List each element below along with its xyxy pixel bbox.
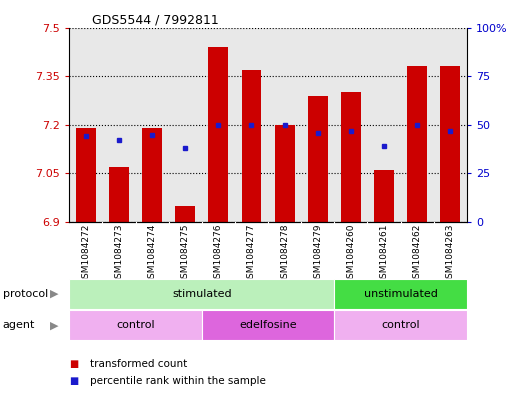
Bar <box>334 310 467 340</box>
Text: percentile rank within the sample: percentile rank within the sample <box>90 376 266 386</box>
Text: control: control <box>381 320 420 330</box>
Text: ▶: ▶ <box>50 320 59 331</box>
Bar <box>202 310 334 340</box>
Bar <box>341 92 361 222</box>
Bar <box>308 95 328 222</box>
Bar <box>407 66 427 222</box>
Text: control: control <box>116 320 155 330</box>
Bar <box>69 310 202 340</box>
Bar <box>374 170 394 222</box>
Text: agent: agent <box>3 320 35 331</box>
Text: ■: ■ <box>69 376 78 386</box>
Text: edelfosine: edelfosine <box>239 320 297 330</box>
Text: ■: ■ <box>69 358 78 369</box>
Bar <box>109 167 129 222</box>
Bar <box>274 125 294 222</box>
Text: GDS5544 / 7992811: GDS5544 / 7992811 <box>92 14 219 27</box>
Bar <box>175 206 195 222</box>
Bar <box>242 70 262 222</box>
Bar <box>69 279 334 309</box>
Text: unstimulated: unstimulated <box>364 289 438 299</box>
Bar <box>142 128 162 222</box>
Text: ▶: ▶ <box>50 289 59 299</box>
Bar <box>440 66 460 222</box>
Bar <box>208 47 228 222</box>
Bar <box>334 279 467 309</box>
Bar <box>76 128 96 222</box>
Text: protocol: protocol <box>3 289 48 299</box>
Text: stimulated: stimulated <box>172 289 231 299</box>
Text: transformed count: transformed count <box>90 358 187 369</box>
